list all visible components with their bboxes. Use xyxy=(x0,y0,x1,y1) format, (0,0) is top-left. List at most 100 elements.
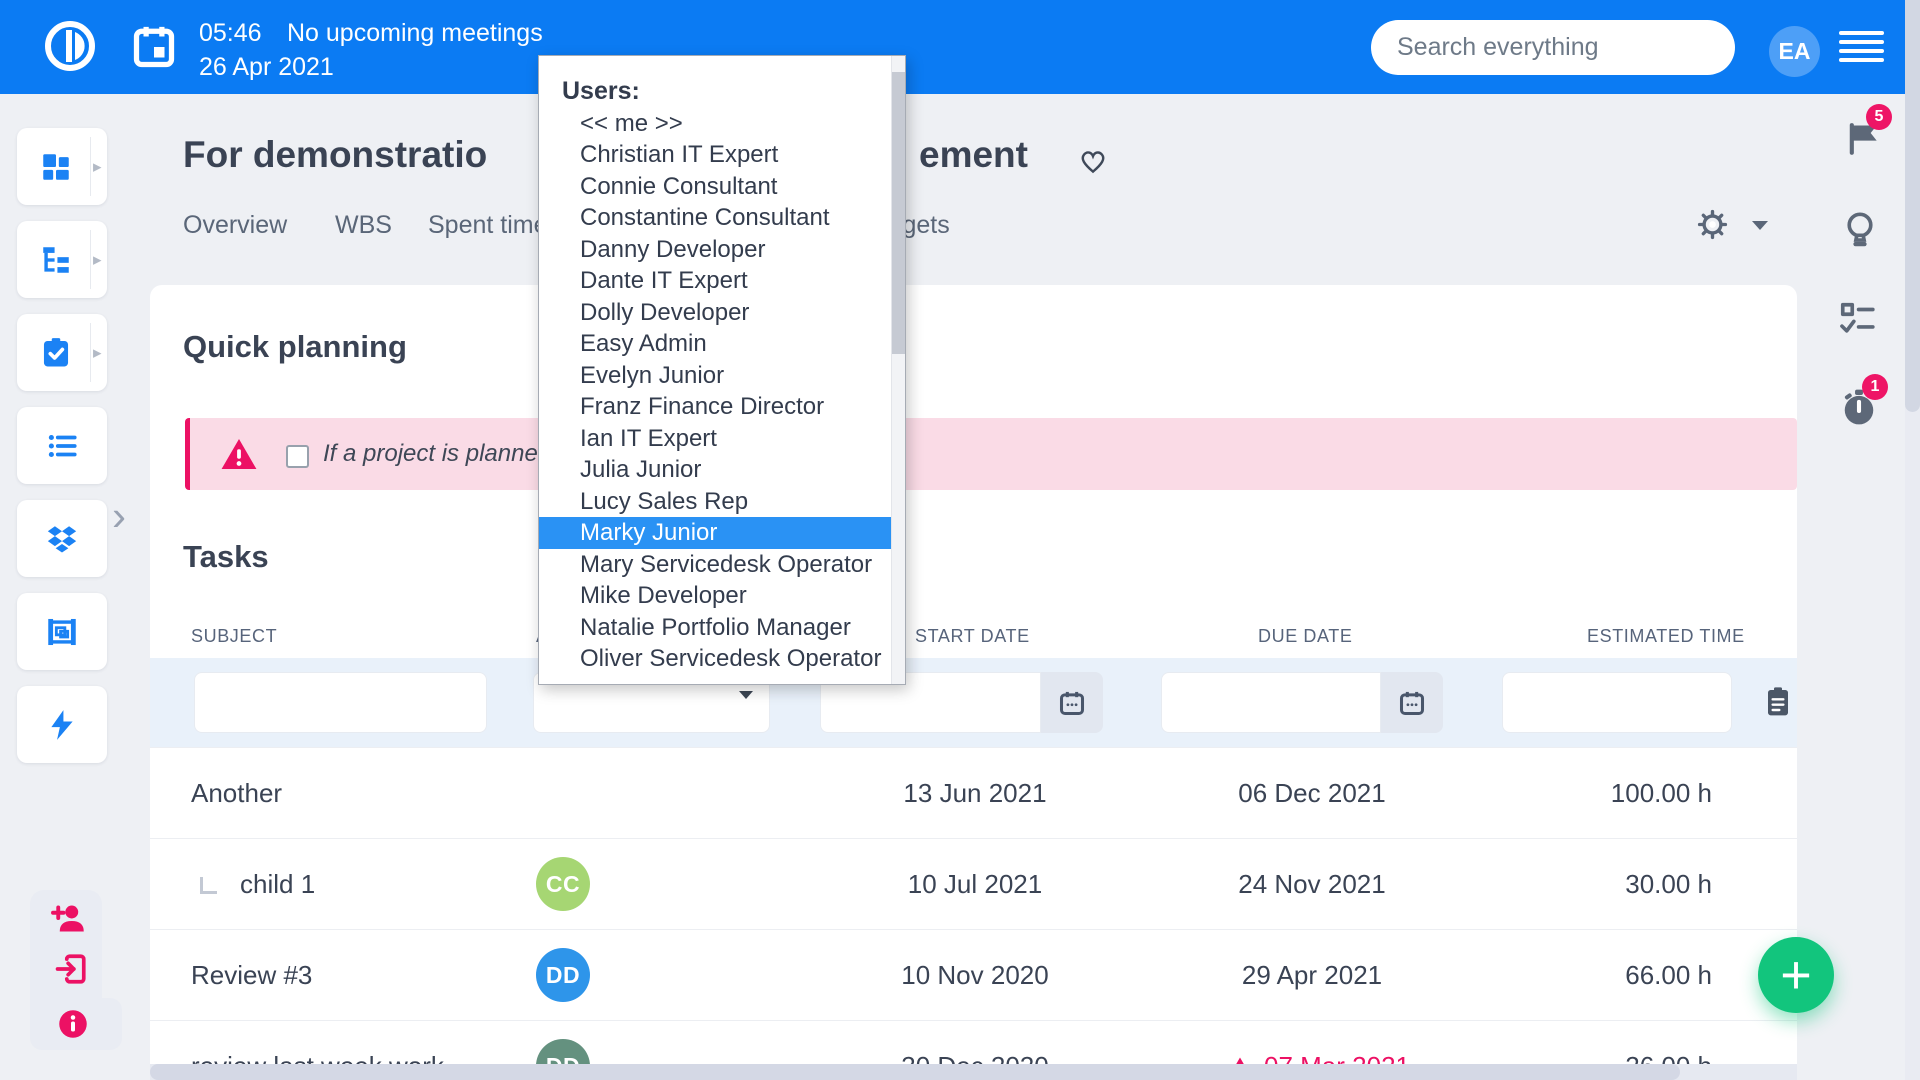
search-input[interactable] xyxy=(1371,20,1787,75)
dropdown-option[interactable]: Lucy Sales Rep xyxy=(580,487,749,515)
list-icon xyxy=(45,429,79,463)
subject-filter-input[interactable] xyxy=(195,673,514,732)
dropdown-option[interactable]: Easy Admin xyxy=(580,330,707,357)
tree-icon xyxy=(39,243,73,277)
frame-windows-icon xyxy=(45,615,79,649)
dropdown-option[interactable]: Evelyn Junior xyxy=(580,361,725,389)
task-estimated-time: 66.00 h xyxy=(1625,960,1712,990)
table-row[interactable]: Another 13 Jun 2021 06 Dec 2021 100.00 h xyxy=(150,747,1797,839)
timer-icon[interactable] xyxy=(1840,388,1878,426)
sidebar-item-list[interactable] xyxy=(17,407,107,484)
alert-message: If a project is planne xyxy=(323,440,538,467)
tab-wbs[interactable]: WBS xyxy=(335,211,392,239)
subject-filter xyxy=(194,672,514,733)
table-row[interactable]: Review #3 DD 10 Nov 2020 29 Apr 2021 66.… xyxy=(150,929,1797,1021)
horizontal-scrollbar-thumb[interactable] xyxy=(150,1064,1680,1080)
favorite-heart-icon[interactable] xyxy=(1076,144,1110,178)
sidebar-item-dashboard[interactable]: ▸ xyxy=(17,128,107,205)
dropbox-icon xyxy=(45,522,79,556)
sidebar-expand-chevron-icon[interactable]: › xyxy=(112,492,126,539)
dropdown-option[interactable]: Franz Finance Director xyxy=(580,393,825,420)
dropdown-option[interactable]: Christian IT Expert xyxy=(580,141,779,168)
page-title-left: For demonstratio xyxy=(183,134,488,175)
avatar-initials: CC xyxy=(545,870,581,897)
select-caret-icon xyxy=(739,691,753,717)
task-due-date: 06 Dec 2021 xyxy=(1238,778,1386,808)
calendar-meetings-icon[interactable] xyxy=(133,24,175,70)
avatar-initials: DD xyxy=(545,961,581,988)
dropdown-option[interactable]: Mike Developer xyxy=(580,582,747,609)
meetings-status: No upcoming meetings xyxy=(287,19,543,47)
settings-gear-icon[interactable] xyxy=(1697,209,1728,240)
flyout-arrow-icon: ▸ xyxy=(93,156,102,176)
user-avatar[interactable]: EA xyxy=(1769,26,1820,77)
column-header-estimated-time[interactable]: ESTIMATED TIME xyxy=(1587,626,1745,646)
tasks-heading: Tasks xyxy=(183,539,269,574)
menu-icon[interactable] xyxy=(1839,31,1884,62)
dropdown-option[interactable]: Natalie Portfolio Manager xyxy=(580,613,851,641)
dropdown-option[interactable]: Dolly Developer xyxy=(580,298,750,326)
table-row[interactable]: child 1 CC 10 Jul 2021 24 Nov 2021 30.00… xyxy=(150,838,1797,930)
timer-badge: 1 xyxy=(1862,374,1888,400)
tab-overview[interactable]: Overview xyxy=(183,211,288,239)
clock-time: 05:46 xyxy=(199,19,262,47)
sign-out-icon[interactable] xyxy=(54,952,88,986)
flyout-arrow-icon: ▸ xyxy=(93,249,102,269)
column-header-due-date[interactable]: DUE DATE xyxy=(1258,626,1353,646)
estimated-time-clipboard-icon[interactable] xyxy=(1762,686,1794,718)
dropdown-option[interactable]: Ian IT Expert xyxy=(580,424,717,452)
task-start-date: 10 Jul 2021 xyxy=(907,869,1043,899)
sidebar-item-quick[interactable] xyxy=(17,686,107,763)
user-avatar-initials: EA xyxy=(1778,38,1811,64)
task-estimated-time: 100.00 h xyxy=(1610,778,1712,808)
page-scrollbar-thumb[interactable] xyxy=(1905,0,1920,412)
task-subject[interactable]: child 1 xyxy=(240,869,316,899)
due-date-calendar-button[interactable] xyxy=(1381,672,1443,733)
dropdown-option[interactable]: Julia Junior xyxy=(580,456,702,483)
start-date-calendar-button[interactable] xyxy=(1041,672,1103,733)
due-date-filter-input[interactable] xyxy=(1162,673,1408,732)
sidebar-item-dropbox[interactable] xyxy=(17,500,107,577)
estimated-time-filter-input[interactable] xyxy=(1503,673,1759,732)
flags-badge-count: 5 xyxy=(1874,108,1884,125)
task-start-date: 10 Nov 2020 xyxy=(901,960,1049,990)
app-logo-icon[interactable] xyxy=(42,18,98,74)
tab-spent-time[interactable]: Spent time xyxy=(428,211,548,239)
flyout-arrow-icon: ▸ xyxy=(93,342,102,362)
flags-badge: 5 xyxy=(1866,104,1892,130)
dropdown-option[interactable]: Danny Developer xyxy=(580,235,766,263)
sidebar-item-tasks[interactable]: ▸ xyxy=(17,314,107,391)
planning-alert: If a project is planne xyxy=(185,418,1797,490)
timer-badge-count: 1 xyxy=(1870,378,1880,395)
dropdown-option[interactable]: Dante IT Expert xyxy=(580,267,748,294)
info-icon[interactable] xyxy=(58,1009,88,1039)
column-header-subject[interactable]: SUBJECT xyxy=(191,626,278,646)
dropdown-option[interactable]: Mary Servicedesk Operator xyxy=(580,550,873,578)
global-search xyxy=(1371,20,1787,75)
alert-checkbox[interactable] xyxy=(286,445,309,468)
dropdown-option[interactable]: Connie Consultant xyxy=(580,172,778,200)
add-task-fab[interactable]: + xyxy=(1758,937,1834,1013)
sidebar-item-frames[interactable] xyxy=(17,593,107,670)
ideas-lightbulb-icon[interactable] xyxy=(1841,210,1879,248)
assignee-avatar[interactable]: CC xyxy=(536,857,590,911)
dropdown-option[interactable]: << me >> xyxy=(580,109,683,137)
quick-planning-card: Quick planning If a project is planne Ta… xyxy=(150,285,1797,1080)
add-user-icon[interactable] xyxy=(50,900,86,936)
dropdown-option[interactable]: Constantine Consultant xyxy=(580,204,830,231)
task-estimated-time: 30.00 h xyxy=(1625,869,1712,899)
dropdown-option[interactable]: Oliver Servicedesk Operator xyxy=(580,645,882,672)
settings-caret-icon[interactable] xyxy=(1752,221,1768,230)
checklist-icon[interactable] xyxy=(1838,300,1876,338)
flags-icon[interactable] xyxy=(1845,120,1883,158)
task-subject[interactable]: Another xyxy=(191,778,283,808)
users-select-dropdown: Users: << me >> Christian IT Expert Conn… xyxy=(538,55,906,685)
column-header-start-date[interactable]: START DATE xyxy=(915,626,1030,646)
task-subject[interactable]: Review #3 xyxy=(191,960,313,990)
sidebar-item-wbs-tree[interactable]: ▸ xyxy=(17,221,107,298)
dropdown-option-selected[interactable]: Marky Junior xyxy=(539,517,891,549)
dropdown-scrollbar-thumb[interactable] xyxy=(892,72,905,354)
page-title-right: ement xyxy=(919,134,1028,175)
assignee-avatar[interactable]: DD xyxy=(536,948,590,1002)
